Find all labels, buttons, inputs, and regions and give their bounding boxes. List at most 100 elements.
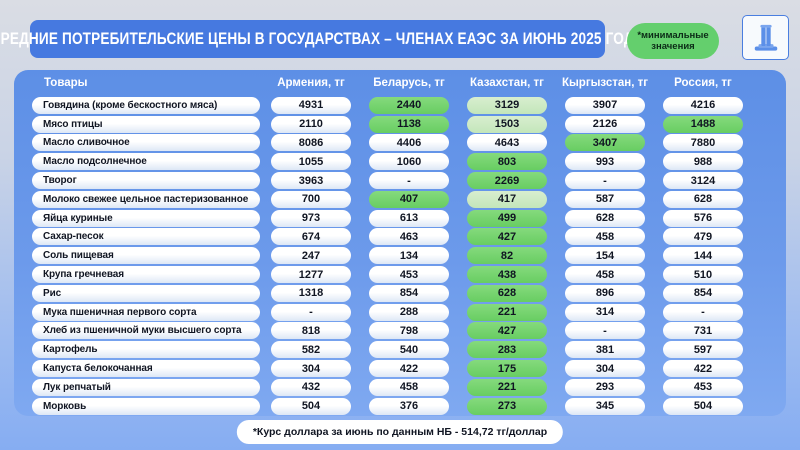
product-name-pill: Молоко свежее цельное пастеризованное [32, 190, 260, 208]
price-cell: 314 [565, 303, 645, 321]
price-cell: 798 [369, 322, 449, 340]
price-cell: 896 [565, 284, 645, 302]
table-row: Сахар-песок 674 463 427 458 479 [14, 228, 786, 247]
price-cell: 175 [467, 360, 547, 378]
price-cell: 628 [663, 190, 743, 208]
min-values-badge-label: *минимальные значения [637, 29, 709, 52]
price-cell: 453 [663, 378, 743, 396]
price-cell: 504 [663, 397, 743, 415]
price-cell: 458 [565, 228, 645, 246]
price-table: Товары Армения, тг Беларусь, тг Казахста… [14, 70, 786, 416]
price-cell: 381 [565, 341, 645, 359]
price-cell: 273 [467, 397, 547, 415]
price-cell: - [565, 322, 645, 340]
table-row: Масло подсолнечное 1055 1060 803 993 988 [14, 152, 786, 171]
product-name-pill: Морковь [32, 397, 260, 415]
logo [742, 15, 789, 60]
price-cell: 283 [467, 341, 547, 359]
column-header-kazakhstan: Казахстан, тг [470, 77, 544, 89]
price-cell: 288 [369, 303, 449, 321]
title-bar: СРЕДНИЕ ПОТРЕБИТЕЛЬСКИЕ ЦЕНЫ В ГОСУДАРСТ… [0, 20, 644, 58]
price-cell: 438 [467, 266, 547, 284]
price-cell: 2269 [467, 172, 547, 190]
price-cell: 247 [271, 247, 351, 265]
price-cell: 221 [467, 378, 547, 396]
price-cell: 854 [663, 284, 743, 302]
price-cell: 345 [565, 397, 645, 415]
table-row: Говядина (кроме бескостного мяса) 4931 2… [14, 96, 786, 115]
column-header-kyrgyzstan: Кыргызстан, тг [561, 77, 649, 89]
price-cell: 407 [369, 190, 449, 208]
price-cell: - [663, 303, 743, 321]
column-header-russia: Россия, тг [674, 77, 732, 89]
monument-icon [754, 24, 777, 51]
price-cell: 458 [369, 378, 449, 396]
price-cell: 582 [271, 341, 351, 359]
price-cell: - [271, 303, 351, 321]
price-cell: 422 [369, 360, 449, 378]
table-row: Лук репчатый 432 458 221 293 453 [14, 378, 786, 397]
product-name-pill: Говядина (кроме бескостного мяса) [32, 96, 260, 114]
column-header-belarus: Беларусь, тг [373, 77, 445, 89]
price-cell: 731 [663, 322, 743, 340]
column-header-armenia: Армения, тг [277, 77, 345, 89]
price-cell: 988 [663, 153, 743, 171]
table-row: Капуста белокочанная 304 422 175 304 422 [14, 359, 786, 378]
product-name-pill: Мясо птицы [32, 115, 260, 133]
price-cell: 973 [271, 209, 351, 227]
product-name-pill: Творог [32, 172, 260, 190]
price-cell: 1138 [369, 115, 449, 133]
footer-note-pill: *Курс доллара за июнь по данным НБ - 514… [236, 420, 564, 444]
price-cell: 304 [271, 360, 351, 378]
price-cell: - [565, 172, 645, 190]
price-cell: 304 [565, 360, 645, 378]
product-name-pill: Картофель [32, 341, 260, 359]
table-row: Масло сливочное 8086 4406 4643 3407 7880 [14, 134, 786, 153]
column-header-products: Товары [44, 77, 88, 89]
product-name-pill: Хлеб из пшеничной муки высшего сорта [32, 322, 260, 340]
product-name-pill: Масло сливочное [32, 134, 260, 152]
table-row: Яйца куриные 973 613 499 628 576 [14, 209, 786, 228]
price-cell: 427 [467, 322, 547, 340]
table-row: Соль пищевая 247 134 82 154 144 [14, 246, 786, 265]
dollar-rate-note: *Курс доллара за июнь по данным НБ - 514… [252, 426, 548, 438]
price-cell: 3407 [565, 134, 645, 152]
price-cell: 427 [467, 228, 547, 246]
price-cell: 82 [467, 247, 547, 265]
product-name-pill: Сахар-песок [32, 228, 260, 246]
price-cell: 479 [663, 228, 743, 246]
price-cell: 4931 [271, 96, 351, 114]
price-cell: 4406 [369, 134, 449, 152]
price-cell: 854 [369, 284, 449, 302]
price-cell: - [369, 172, 449, 190]
price-cell: 417 [467, 190, 547, 208]
page-title: СРЕДНИЕ ПОТРЕБИТЕЛЬСКИЕ ЦЕНЫ В ГОСУДАРСТ… [0, 29, 645, 48]
price-cell: 293 [565, 378, 645, 396]
price-cell: 7880 [663, 134, 743, 152]
price-cell: 376 [369, 397, 449, 415]
price-cell: 3129 [467, 96, 547, 114]
product-name-pill: Рис [32, 284, 260, 302]
table-row: Морковь 504 376 273 345 504 [14, 397, 786, 416]
price-cell: 463 [369, 228, 449, 246]
price-cell: 613 [369, 209, 449, 227]
price-cell: 993 [565, 153, 645, 171]
price-cell: 499 [467, 209, 547, 227]
price-cell: 1277 [271, 266, 351, 284]
price-cell: 453 [369, 266, 449, 284]
price-cell: 576 [663, 209, 743, 227]
price-cell: 700 [271, 190, 351, 208]
price-cell: 134 [369, 247, 449, 265]
price-cell: 510 [663, 266, 743, 284]
price-cell: 4643 [467, 134, 547, 152]
product-name-pill: Соль пищевая [32, 247, 260, 265]
price-cell: 221 [467, 303, 547, 321]
table-row: Крупа гречневая 1277 453 438 458 510 [14, 265, 786, 284]
price-cell: 2110 [271, 115, 351, 133]
table-body: Говядина (кроме бескостного мяса) 4931 2… [14, 96, 786, 416]
price-cell: 154 [565, 247, 645, 265]
price-cell: 3963 [271, 172, 351, 190]
price-cell: 628 [467, 284, 547, 302]
table-row: Молоко свежее цельное пастеризованное 70… [14, 190, 786, 209]
